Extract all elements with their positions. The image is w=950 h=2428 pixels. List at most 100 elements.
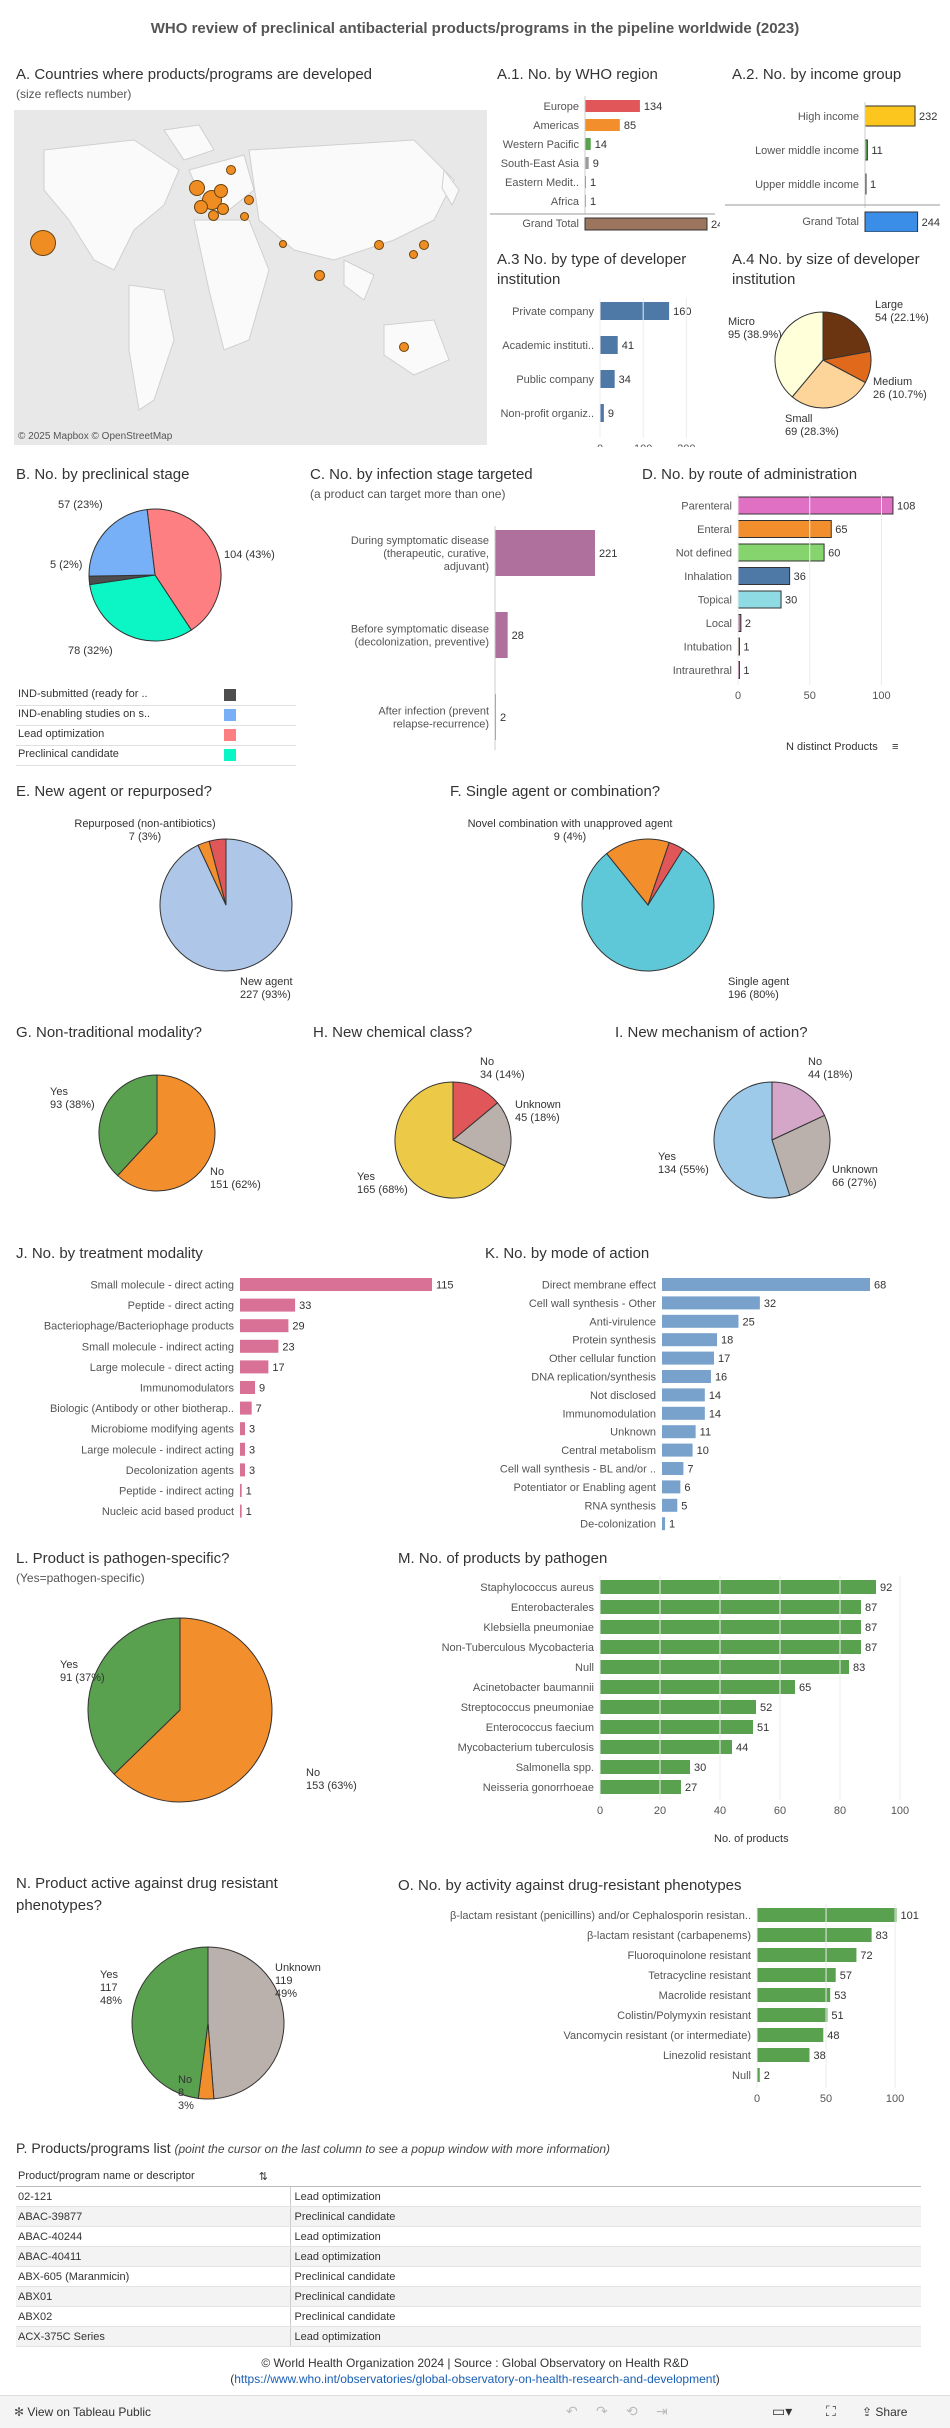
pie-slice[interactable] xyxy=(131,1946,209,2099)
revert-icon[interactable]: ⟲ xyxy=(626,2403,638,2419)
bar[interactable] xyxy=(600,1580,876,1594)
bar[interactable] xyxy=(600,1760,690,1774)
bar[interactable] xyxy=(240,1360,269,1374)
share-button[interactable]: ⇪ Share xyxy=(862,2405,907,2419)
bar[interactable] xyxy=(240,1278,432,1291)
pie-slice[interactable] xyxy=(88,508,156,577)
bar[interactable] xyxy=(600,1700,756,1714)
bar[interactable] xyxy=(737,590,782,609)
bar[interactable] xyxy=(662,1498,678,1512)
pie-slice[interactable] xyxy=(581,848,715,972)
bar[interactable] xyxy=(737,496,894,515)
bar[interactable] xyxy=(662,1333,718,1347)
bar[interactable] xyxy=(662,1462,684,1475)
map-bubble-switzerland[interactable] xyxy=(217,203,229,215)
pie-slice[interactable] xyxy=(394,1081,506,1199)
map-bubble-germany[interactable] xyxy=(214,184,228,198)
bar[interactable] xyxy=(600,1600,861,1614)
bar[interactable] xyxy=(495,612,508,658)
bar[interactable] xyxy=(600,404,604,422)
bar[interactable] xyxy=(240,1463,246,1477)
legend-item[interactable]: IND-submitted (ready for .. xyxy=(16,685,296,706)
bar[interactable] xyxy=(240,1298,296,1312)
pie-slice[interactable] xyxy=(452,1081,499,1142)
bar[interactable] xyxy=(757,1928,872,1942)
bar[interactable] xyxy=(662,1370,711,1383)
pie-slice[interactable] xyxy=(647,841,684,906)
bar[interactable] xyxy=(757,2048,810,2062)
legend-item[interactable]: IND-enabling studies on s.. xyxy=(16,705,296,726)
bar[interactable] xyxy=(585,119,620,131)
bar[interactable] xyxy=(757,1988,831,2002)
pie-slice[interactable] xyxy=(98,1074,158,1177)
product-stage[interactable]: Preclinical candidate xyxy=(289,2286,921,2307)
bar[interactable] xyxy=(240,1442,246,1456)
map-bubble-china[interactable] xyxy=(374,240,384,250)
bar[interactable] xyxy=(662,1388,705,1402)
bar[interactable] xyxy=(662,1425,696,1439)
fullscreen-icon[interactable]: ⛶ xyxy=(826,2403,836,2419)
bar[interactable] xyxy=(240,1484,242,1497)
pie-slice[interactable] xyxy=(822,311,871,361)
bar[interactable] xyxy=(737,543,825,562)
pie-slice[interactable] xyxy=(116,1074,216,1192)
pie-slice[interactable] xyxy=(774,311,824,398)
bar[interactable] xyxy=(662,1480,681,1494)
table-row[interactable]: ABAC-40244 Lead optimization xyxy=(16,2226,921,2247)
bar[interactable] xyxy=(864,105,916,127)
bar[interactable] xyxy=(662,1278,870,1291)
map-bubble-spain[interactable] xyxy=(208,210,219,221)
map-bubble-france[interactable] xyxy=(194,200,208,214)
bar[interactable] xyxy=(240,1401,252,1415)
table-row[interactable]: ABX02 Preclinical candidate xyxy=(16,2306,921,2327)
sort-icon[interactable]: ⇅ xyxy=(258,2170,268,2183)
bar[interactable] xyxy=(600,302,670,320)
product-stage[interactable]: Lead optimization xyxy=(289,2186,921,2207)
bar[interactable] xyxy=(662,1296,760,1310)
table-row[interactable]: ABX-605 (Maranmicin) Preclinical candidat… xyxy=(16,2266,921,2287)
legend-item[interactable]: Preclinical candidate xyxy=(16,745,296,766)
pie-slice[interactable] xyxy=(89,574,193,642)
table-row[interactable]: ACX-375C Series Lead optimization xyxy=(16,2326,921,2347)
map-bubble-australia[interactable] xyxy=(399,342,409,352)
table-row[interactable]: 02-121 Lead optimization xyxy=(16,2186,921,2207)
map-bubble-sweden[interactable] xyxy=(226,165,236,175)
map-bubble-uk[interactable] xyxy=(189,180,205,196)
map-bubble-usa[interactable] xyxy=(30,230,56,256)
footer-link[interactable]: https://www.who.int/observatories/global… xyxy=(234,2372,716,2386)
table-header-name[interactable]: Product/program name or descriptor ⇅ xyxy=(16,2166,290,2187)
sort-icon[interactable]: ≡ xyxy=(892,741,898,753)
grand-total-bar[interactable] xyxy=(864,211,919,232)
map-bubble-japan[interactable] xyxy=(419,240,429,250)
map-bubble-italy[interactable] xyxy=(240,212,249,221)
table-row[interactable]: ABAC-40411 Lead optimization xyxy=(16,2246,921,2267)
pie-slice[interactable] xyxy=(87,1617,181,1775)
bar[interactable] xyxy=(600,1740,732,1754)
bar[interactable] xyxy=(585,157,589,169)
bar[interactable] xyxy=(240,1339,279,1353)
product-stage[interactable]: Lead optimization xyxy=(289,2246,921,2267)
pie-slice[interactable] xyxy=(605,838,670,907)
bar[interactable] xyxy=(240,1381,256,1394)
bar[interactable] xyxy=(600,1780,681,1794)
map-bubble-poland[interactable] xyxy=(244,195,254,205)
pie-slice[interactable] xyxy=(146,508,222,631)
product-stage[interactable]: Preclinical candidate xyxy=(289,2306,921,2327)
pie-slice[interactable] xyxy=(208,838,227,906)
product-stage[interactable]: Preclinical candidate xyxy=(289,2266,921,2287)
bar[interactable] xyxy=(600,336,618,354)
map-bubble-india[interactable] xyxy=(314,270,325,281)
bar[interactable] xyxy=(757,2008,828,2022)
bar[interactable] xyxy=(600,370,615,388)
bar[interactable] xyxy=(600,1680,795,1694)
legend-item[interactable]: Lead optimization xyxy=(16,725,296,746)
pause-icon[interactable]: ⇥ xyxy=(656,2403,668,2419)
bar[interactable] xyxy=(757,1908,897,1922)
bar[interactable] xyxy=(757,2068,760,2082)
bar[interactable] xyxy=(662,1314,739,1328)
product-stage[interactable]: Preclinical candidate xyxy=(289,2206,921,2227)
bar[interactable] xyxy=(662,1406,705,1420)
table-row[interactable]: ABX01 Preclinical candidate xyxy=(16,2286,921,2307)
product-stage[interactable]: Lead optimization xyxy=(289,2226,921,2247)
view-on-tableau-button[interactable]: ✻ View on Tableau Public xyxy=(14,2405,151,2419)
